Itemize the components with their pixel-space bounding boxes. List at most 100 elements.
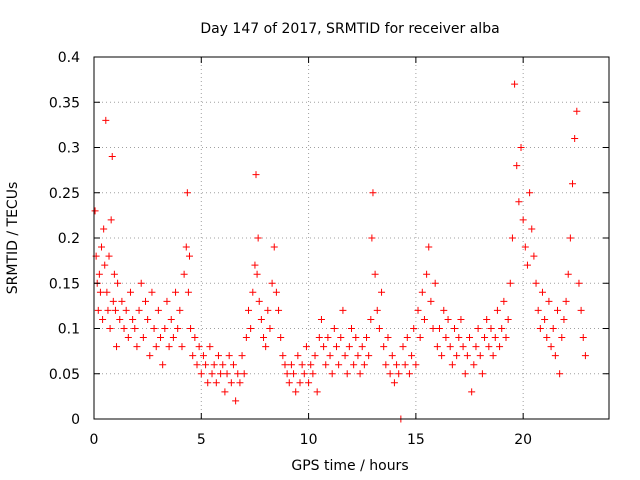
data-point xyxy=(526,189,534,197)
data-point xyxy=(113,343,121,351)
data-point xyxy=(425,243,433,251)
data-point xyxy=(393,361,401,369)
data-point xyxy=(380,343,388,351)
data-point xyxy=(204,379,212,387)
data-point xyxy=(541,315,549,323)
data-point xyxy=(515,198,523,206)
data-point xyxy=(352,334,360,342)
data-point xyxy=(388,352,396,360)
data-point xyxy=(365,352,373,360)
data-point xyxy=(315,334,323,342)
data-point xyxy=(245,306,252,314)
data-point xyxy=(575,279,583,287)
data-point xyxy=(124,334,132,342)
x-tick-label: 0 xyxy=(90,432,99,448)
data-point xyxy=(446,343,454,351)
data-point xyxy=(463,352,471,360)
data-point xyxy=(320,343,328,351)
data-point xyxy=(270,243,278,251)
data-point xyxy=(232,397,240,405)
data-point xyxy=(180,270,188,278)
data-point xyxy=(108,153,116,161)
grid xyxy=(94,57,609,419)
data-point xyxy=(485,343,493,351)
data-point xyxy=(483,315,491,323)
data-point xyxy=(111,306,119,314)
data-point xyxy=(354,352,362,360)
data-point xyxy=(538,288,546,296)
data-point xyxy=(442,334,450,342)
data-point xyxy=(279,352,287,360)
data-point xyxy=(313,388,321,396)
data-point xyxy=(523,261,531,269)
data-point xyxy=(307,361,315,369)
data-point xyxy=(367,315,375,323)
data-point xyxy=(148,288,156,296)
data-point xyxy=(309,370,317,378)
data-point xyxy=(296,379,304,387)
data-point xyxy=(401,361,409,369)
data-point xyxy=(240,370,248,378)
data-point xyxy=(373,306,381,314)
data-point xyxy=(358,343,366,351)
data-point xyxy=(221,388,229,396)
x-tick-label: 20 xyxy=(514,432,532,448)
data-point xyxy=(131,325,139,332)
data-point xyxy=(395,370,403,378)
data-point xyxy=(554,306,561,314)
data-point xyxy=(266,325,274,332)
data-point xyxy=(94,306,102,314)
data-point xyxy=(242,334,250,342)
data-point xyxy=(545,297,553,305)
data-point xyxy=(414,306,422,314)
data-point xyxy=(328,370,336,378)
data-point xyxy=(277,334,285,342)
data-point xyxy=(110,270,118,278)
y-tick-label: 0.2 xyxy=(58,231,80,247)
data-point xyxy=(102,116,110,124)
data-point xyxy=(569,180,577,188)
data-point xyxy=(118,297,126,305)
data-point xyxy=(543,334,551,342)
data-point xyxy=(335,361,343,369)
data-point xyxy=(416,334,424,342)
data-point xyxy=(528,225,536,233)
data-point xyxy=(420,315,428,323)
data-point xyxy=(521,243,529,251)
data-point xyxy=(491,334,499,342)
data-point xyxy=(332,343,340,351)
data-point xyxy=(360,361,368,369)
data-point xyxy=(302,343,310,351)
data-point xyxy=(429,325,437,332)
axis-ticks xyxy=(93,56,609,420)
x-axis-label: GPS time / hours xyxy=(291,458,408,474)
x-tick-label: 15 xyxy=(407,432,425,448)
data-point xyxy=(566,234,574,242)
data-point xyxy=(122,306,130,314)
data-point xyxy=(330,325,338,332)
data-point xyxy=(268,279,276,287)
data-point xyxy=(504,315,512,323)
y-tick-label: 0.25 xyxy=(49,186,80,202)
data-point xyxy=(283,370,291,378)
data-point xyxy=(298,361,306,369)
y-tick-label: 0.1 xyxy=(58,322,80,338)
data-point xyxy=(498,325,506,332)
data-point xyxy=(234,370,242,378)
data-point xyxy=(423,270,431,278)
data-point xyxy=(287,361,295,369)
data-point xyxy=(511,80,519,88)
data-point xyxy=(254,234,262,242)
data-point xyxy=(560,315,568,323)
data-point xyxy=(152,343,160,351)
data-point xyxy=(146,352,154,360)
data-point xyxy=(91,207,99,215)
data-point xyxy=(249,288,257,296)
data-point xyxy=(104,306,112,314)
data-point xyxy=(189,352,197,360)
data-point xyxy=(197,370,205,378)
data-point xyxy=(530,252,538,260)
data-point xyxy=(369,189,377,197)
data-point xyxy=(571,134,579,142)
data-point xyxy=(438,352,446,360)
